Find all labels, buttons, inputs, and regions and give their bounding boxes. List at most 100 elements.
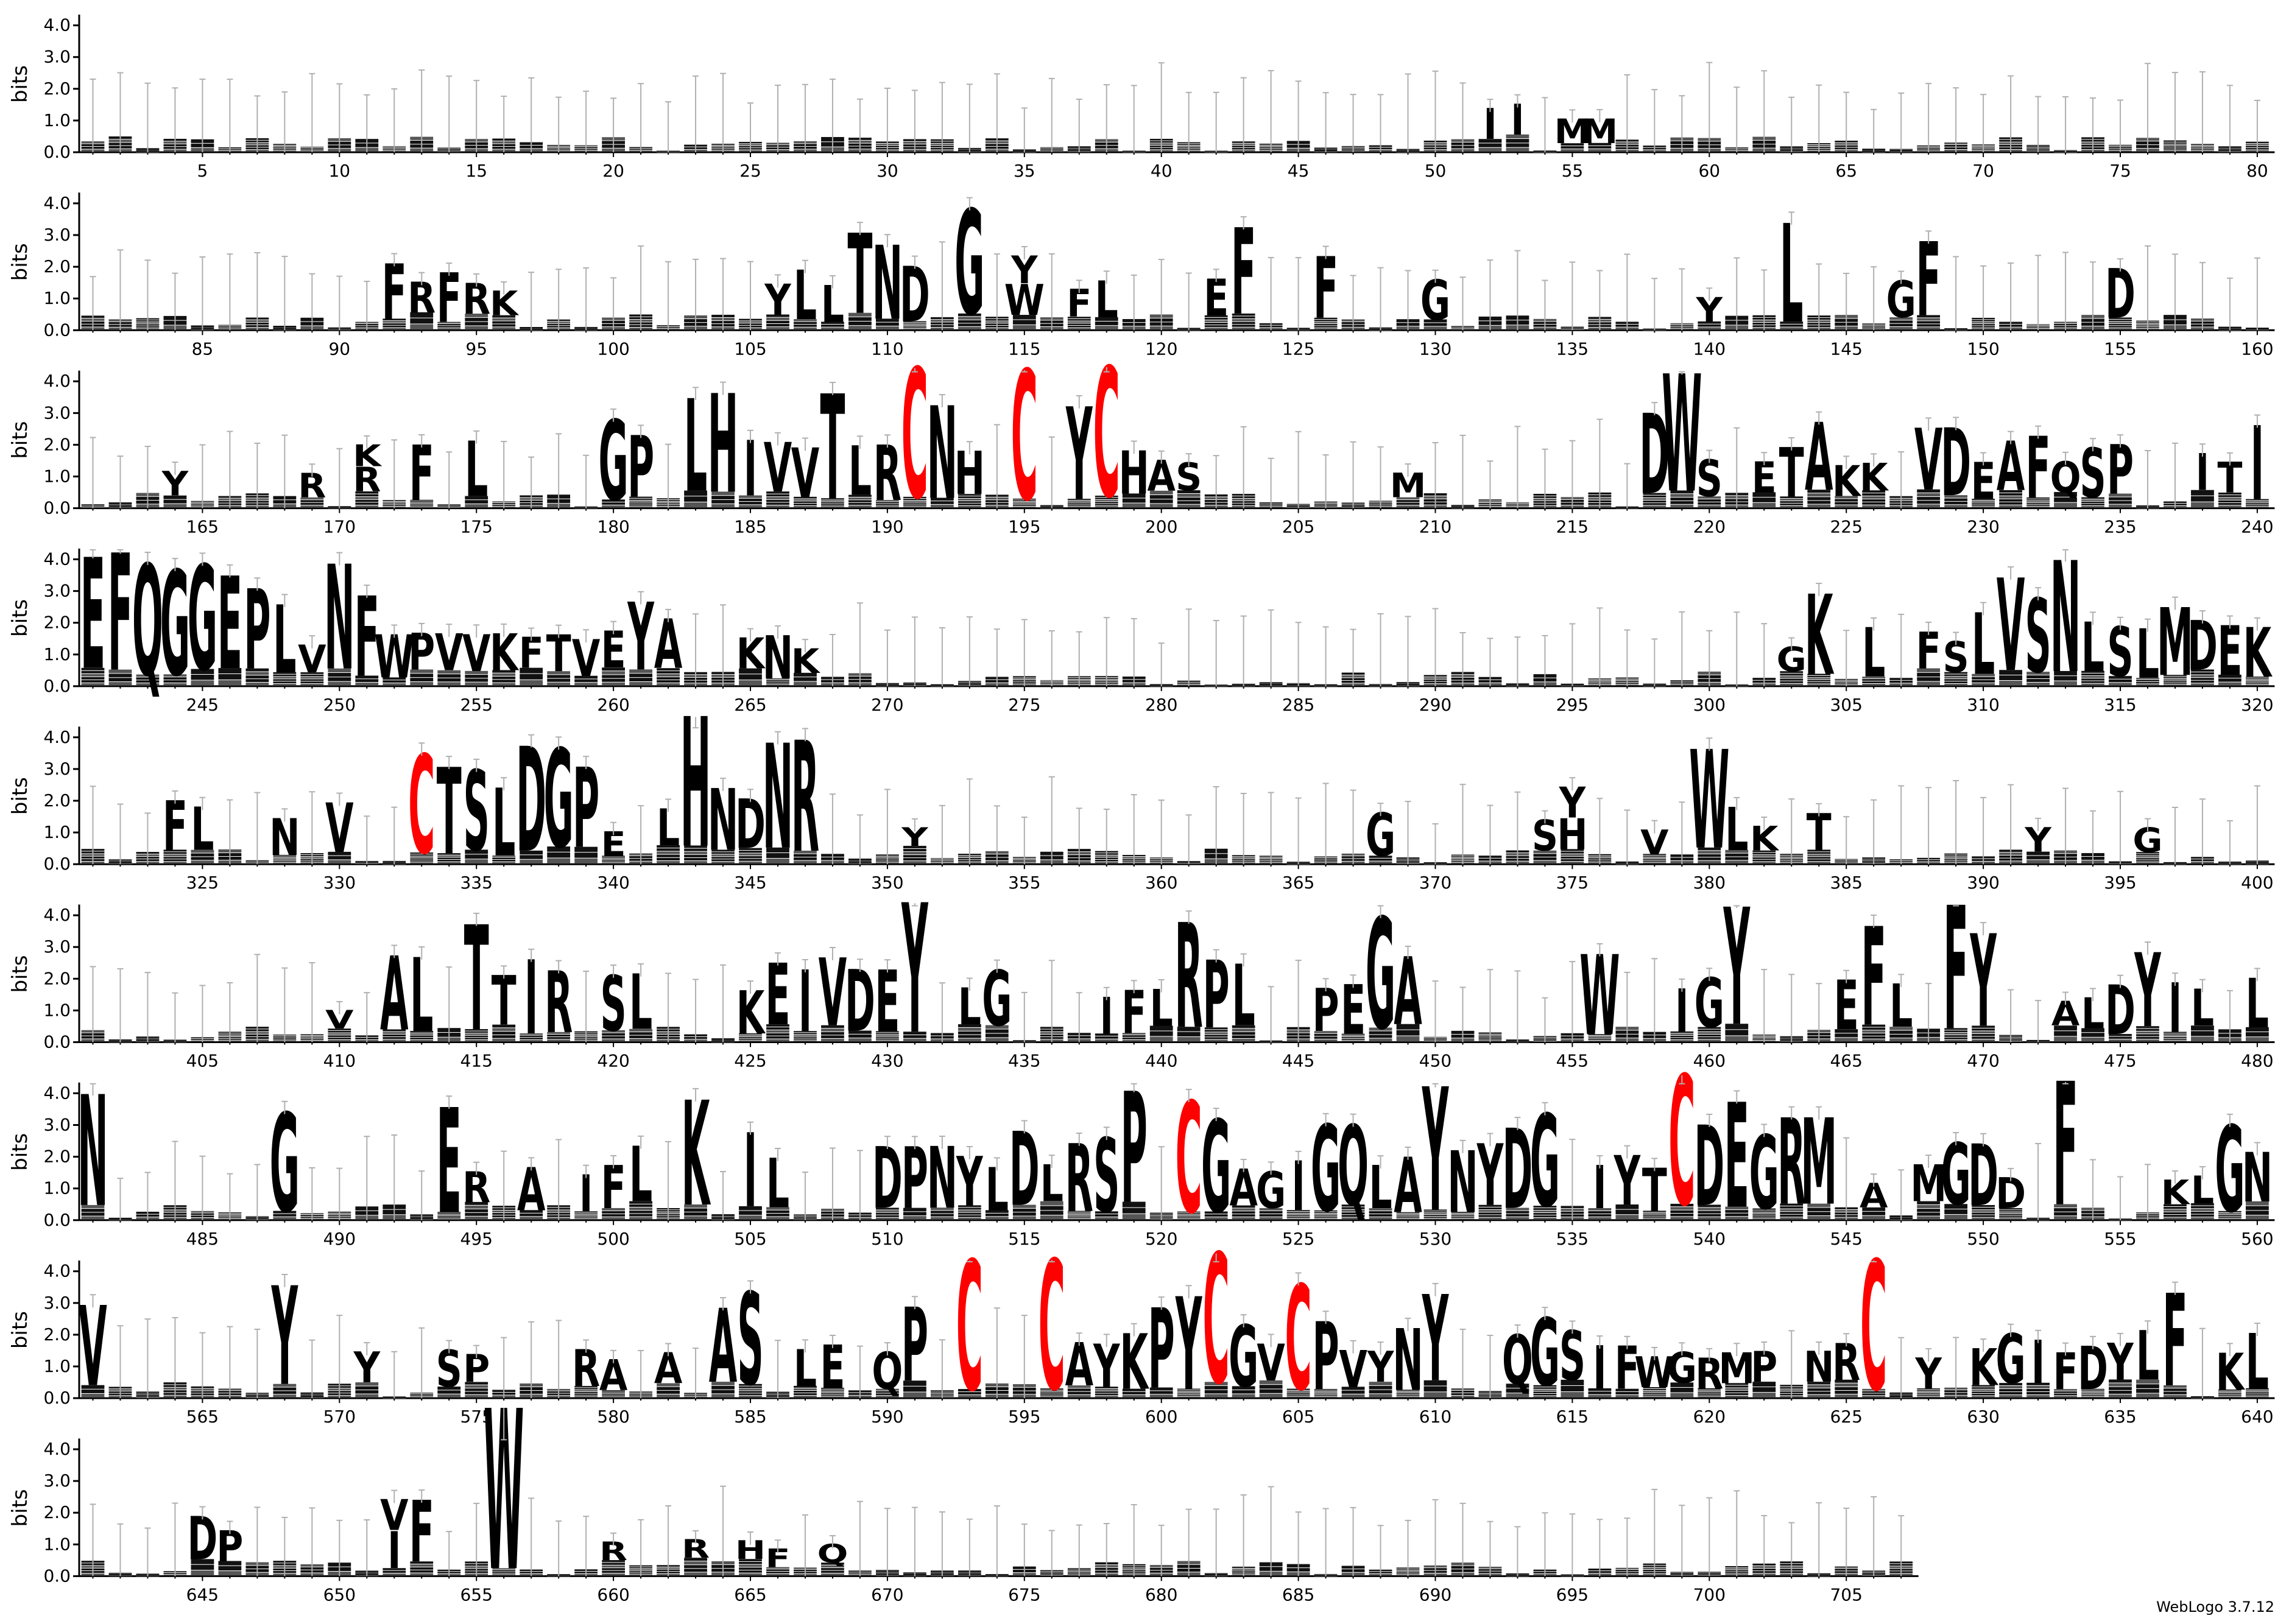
x-tick-label: 25 bbox=[739, 161, 761, 181]
residue-stack-mark bbox=[1780, 501, 1804, 503]
residue-stack-mark bbox=[711, 504, 735, 508]
residue-stack-mark bbox=[1478, 147, 1502, 152]
residue-stack-mark bbox=[492, 1032, 516, 1035]
residue-stack-mark bbox=[1533, 1215, 1557, 1217]
residue-stack-mark bbox=[437, 855, 461, 857]
residue-stack-mark bbox=[766, 1027, 789, 1030]
residue-stack-mark bbox=[1917, 327, 1941, 330]
residue-stack-mark bbox=[1314, 1210, 1338, 1212]
residue-letter: H bbox=[680, 681, 711, 887]
residue-stack-mark bbox=[985, 1033, 1009, 1038]
residue-stack-mark bbox=[2191, 1025, 2214, 1031]
residue-stack-mark bbox=[1122, 498, 1146, 503]
y-tick-label: 0.0 bbox=[43, 854, 71, 874]
residue-stack-mark bbox=[1643, 860, 1666, 862]
residue-stack-mark bbox=[328, 1030, 351, 1033]
x-tick-label: 360 bbox=[1145, 873, 1177, 893]
residue-stack-mark bbox=[1807, 852, 1831, 854]
residue-stack-mark bbox=[108, 678, 132, 682]
residue-stack-mark bbox=[1177, 497, 1201, 501]
residue-stack-mark bbox=[766, 684, 789, 686]
residue-stack-mark bbox=[1533, 854, 1557, 857]
residue-stack-mark bbox=[218, 668, 242, 673]
residue-stack-mark bbox=[81, 1209, 105, 1212]
x-tick-label: 155 bbox=[2104, 339, 2136, 359]
residue-stack-mark bbox=[821, 1025, 844, 1028]
residue-stack-mark bbox=[958, 505, 981, 508]
residue-stack-mark bbox=[1780, 1217, 1804, 1220]
residue-stack-mark bbox=[465, 859, 488, 864]
residue-stack-mark bbox=[876, 1391, 899, 1393]
residue-stack-mark bbox=[1944, 1209, 1968, 1214]
residue-stack-mark bbox=[1643, 1216, 1666, 1218]
residue-stack-mark bbox=[1889, 323, 1913, 326]
residue-stack-mark bbox=[520, 859, 543, 864]
residue-stack-mark bbox=[465, 1201, 488, 1205]
residue-stack-mark bbox=[465, 317, 488, 322]
residue-stack-mark bbox=[602, 499, 626, 502]
residue-stack-mark bbox=[1095, 1389, 1118, 1391]
residue-stack-mark bbox=[163, 854, 187, 857]
residue-stack-mark bbox=[766, 682, 789, 684]
x-tick-label: 325 bbox=[186, 873, 219, 893]
residue-stack-mark bbox=[410, 854, 434, 856]
residue-stack-mark bbox=[629, 673, 652, 678]
residue-stack-mark bbox=[1670, 1203, 1694, 1207]
residue-stack-mark bbox=[1670, 501, 1694, 504]
y-tick-label: 2.0 bbox=[43, 434, 71, 454]
residue-stack-mark bbox=[465, 1216, 488, 1220]
residue-stack-mark bbox=[739, 859, 762, 861]
x-tick-label: 530 bbox=[1419, 1229, 1451, 1249]
residue-stack-mark bbox=[1533, 1208, 1557, 1211]
residue-stack-mark bbox=[739, 856, 762, 859]
residue-stack-mark bbox=[2081, 683, 2104, 686]
residue-stack-mark bbox=[1780, 499, 1804, 501]
residue-stack-mark bbox=[1177, 1396, 1201, 1398]
residue-stack-mark bbox=[1588, 1040, 1612, 1042]
residue-stack-mark bbox=[547, 682, 571, 686]
residue-stack-mark bbox=[300, 672, 324, 674]
residue-stack-mark bbox=[794, 1036, 817, 1038]
residue-stack-mark bbox=[273, 1391, 297, 1394]
residue-stack-mark bbox=[2164, 1032, 2187, 1033]
y-axis-title: bits bbox=[8, 1311, 32, 1349]
residue-stack-mark bbox=[1725, 849, 1749, 853]
residue-stack-mark bbox=[465, 1039, 488, 1042]
residue-stack-mark bbox=[930, 1217, 954, 1220]
residue-letter: Y bbox=[1422, 1053, 1449, 1250]
residue-stack-mark bbox=[1999, 505, 2022, 508]
residue-stack-mark bbox=[1999, 502, 2022, 505]
residue-stack-mark bbox=[794, 857, 817, 860]
residue-stack-mark bbox=[1149, 499, 1173, 504]
y-tick-label: 4.0 bbox=[43, 1083, 71, 1103]
residue-stack-mark bbox=[958, 1212, 981, 1215]
residue-stack-mark bbox=[410, 505, 434, 507]
residue-stack-mark bbox=[163, 499, 187, 504]
residue-stack-mark bbox=[876, 1217, 899, 1220]
residue-stack-mark bbox=[465, 1382, 488, 1385]
residue-stack-mark bbox=[1917, 681, 1941, 686]
residue-stack-mark bbox=[163, 849, 187, 852]
residue-stack-mark bbox=[437, 678, 461, 682]
residue-stack-mark bbox=[1177, 1394, 1201, 1396]
residue-stack-mark bbox=[355, 679, 379, 683]
residue-stack-mark bbox=[1561, 146, 1584, 149]
residue-stack-mark bbox=[1972, 504, 1995, 506]
residue-stack-mark bbox=[2136, 681, 2159, 684]
residue-stack-mark bbox=[1670, 1210, 1694, 1214]
residue-stack-mark bbox=[766, 852, 789, 859]
residue-stack-mark bbox=[1643, 862, 1666, 864]
residue-stack-mark bbox=[1643, 495, 1666, 497]
residue-stack-mark bbox=[711, 1385, 735, 1390]
residue-stack-mark bbox=[437, 670, 461, 674]
x-tick-label: 50 bbox=[1425, 161, 1447, 181]
residue-stack-mark bbox=[1012, 1208, 1036, 1212]
residue-stack-mark bbox=[958, 1395, 981, 1398]
residue-stack-mark bbox=[1232, 313, 1255, 316]
residue-stack-mark bbox=[1451, 1217, 1475, 1218]
residue-stack-mark bbox=[1451, 1218, 1475, 1220]
residue-stack-mark bbox=[465, 1029, 488, 1031]
residue-stack-mark bbox=[2164, 675, 2187, 677]
residue-stack-mark bbox=[328, 1038, 351, 1039]
x-tick-label: 600 bbox=[1145, 1407, 1177, 1427]
